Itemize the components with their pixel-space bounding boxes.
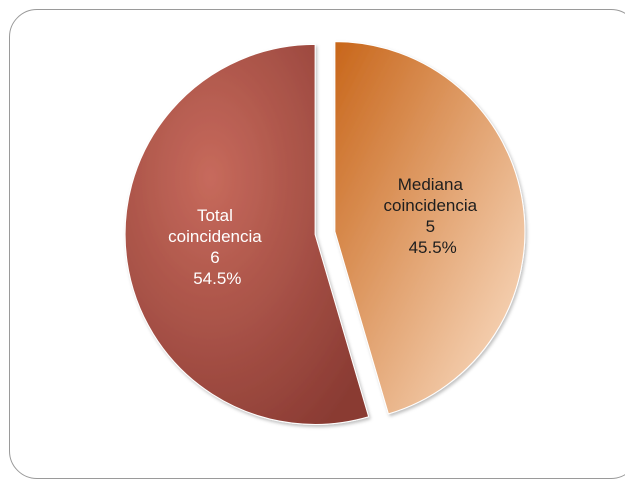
label-mediana-line-1: Mediana (398, 176, 464, 195)
label-mediana: Mediana coincidencia 5 45.5% (384, 176, 482, 258)
label-mediana-line-4: 45.5% (409, 239, 457, 258)
label-total-line-3: 6 (210, 248, 219, 267)
label-total: Total coincidencia 6 54.5% (168, 206, 266, 288)
label-mediana-line-2: coincidencia (384, 197, 478, 216)
label-total-line-2: coincidencia (168, 227, 262, 246)
pie-chart: Mediana coincidencia 5 45.5% Total coinc… (124, 41, 526, 425)
label-total-line-1: Total (197, 206, 233, 225)
slice-mediana (334, 41, 526, 415)
slice-total (124, 43, 370, 425)
label-mediana-line-3: 5 (426, 218, 435, 237)
label-total-line-4: 54.5% (193, 269, 241, 288)
